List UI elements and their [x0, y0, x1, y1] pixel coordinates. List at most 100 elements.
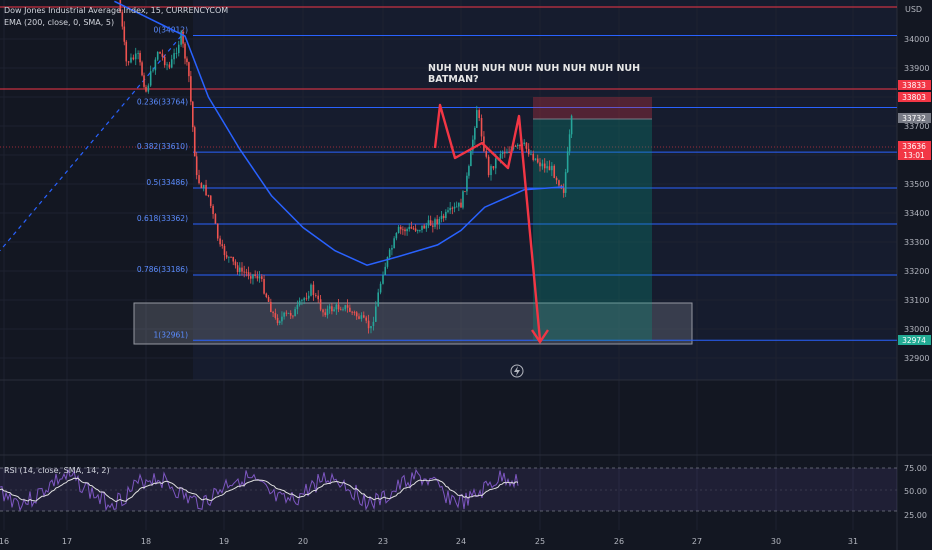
candle-body	[156, 51, 159, 60]
annotation-line1[interactable]: NUH NUH NUH NUH NUH NUH NUH NUH	[428, 63, 640, 74]
candle-body	[490, 166, 492, 176]
candle-body	[252, 274, 254, 279]
rsi-tick-50: 50.00	[904, 487, 927, 496]
candle-body	[219, 238, 221, 245]
candle-body	[476, 110, 478, 128]
candle-body	[234, 261, 237, 266]
candle-body	[312, 284, 315, 296]
price-badge-label: 13:01	[903, 151, 925, 160]
candle-body	[351, 311, 353, 313]
candle-body	[530, 153, 532, 155]
ema-indicator-label[interactable]: EMA (200, close, 0, SMA, 5)	[4, 18, 114, 27]
price-axis[interactable]: 3400033900338003370033600335003340033300…	[904, 35, 929, 363]
short-position-tool[interactable]	[533, 97, 652, 341]
session-highlight	[193, 0, 897, 380]
candle-body	[445, 211, 447, 219]
candle-body	[339, 309, 342, 311]
candle-body	[292, 315, 294, 317]
rsi-tick-25: 25.00	[904, 511, 927, 520]
rsi-ma-line	[0, 477, 519, 503]
candle-body	[386, 257, 389, 267]
candle-body	[480, 118, 483, 137]
candle-body	[541, 163, 544, 167]
annotation-line2[interactable]: BATMAN?	[428, 74, 479, 85]
candle-body	[353, 312, 356, 313]
candlestick-series	[119, 0, 573, 334]
time-axis[interactable]: 16 17 18 19 20 23 24 25 26 27 30 31	[0, 537, 858, 546]
candle-body	[464, 191, 466, 193]
candle-body	[265, 293, 268, 298]
candle-body	[310, 284, 312, 296]
candle-body	[379, 283, 382, 293]
candle-body	[192, 101, 194, 128]
candle-body	[568, 134, 571, 152]
currency-label: USD	[905, 5, 922, 14]
candle-body	[267, 297, 270, 302]
candle-body	[149, 71, 152, 86]
candle-body	[412, 228, 415, 230]
candle-body	[474, 127, 476, 140]
projection-arrow[interactable]	[433, 103, 549, 345]
fib-retracement[interactable]: 0(34012) 0.236(33764) 0.382(33610) 0.5(3348…	[137, 26, 897, 341]
stop-zone[interactable]	[533, 97, 652, 119]
candle-body	[245, 271, 248, 273]
lightning-icon[interactable]	[510, 364, 524, 378]
price-badge	[898, 80, 931, 90]
candle-body	[228, 256, 230, 258]
batman-path	[433, 103, 542, 341]
price-badge	[898, 92, 931, 102]
candle-body	[125, 41, 128, 62]
price-badge	[898, 150, 931, 160]
candle-body	[388, 249, 391, 258]
candle-body	[462, 191, 464, 208]
fib-level-label: 0.5(33486)	[146, 178, 188, 187]
candle-body	[303, 298, 305, 301]
arrow-head-icon	[531, 329, 549, 345]
candle-body	[287, 312, 290, 314]
candle-body	[570, 115, 573, 135]
candle-body	[434, 219, 436, 227]
candle-body	[468, 166, 470, 176]
candle-body	[241, 267, 243, 272]
candle-body	[261, 276, 263, 279]
target-zone[interactable]	[533, 119, 652, 341]
candle-body	[395, 232, 398, 239]
candle-body	[184, 43, 186, 59]
demand-zone[interactable]	[133, 302, 693, 345]
candle-body	[221, 244, 224, 246]
fib-level-label: 1(32961)	[154, 330, 189, 339]
price-tick: 33000	[904, 325, 929, 334]
candle-body	[161, 53, 164, 57]
candle-body	[543, 163, 546, 169]
candle-body	[562, 188, 565, 193]
price-badge	[898, 335, 931, 345]
descending-trendline[interactable]	[0, 35, 182, 252]
candle-body	[532, 153, 535, 160]
price-tick: 34000	[904, 35, 929, 44]
grid	[0, 0, 897, 530]
time-tick: 24	[456, 537, 466, 546]
candle-body	[425, 225, 428, 229]
candle-body	[453, 206, 456, 209]
candle-body	[247, 272, 250, 277]
fib-level-label: 0(34012)	[154, 26, 189, 35]
price-tick: 32900	[904, 354, 929, 363]
candle-body	[546, 166, 548, 169]
candle-body	[152, 70, 154, 72]
candle-body	[328, 306, 331, 309]
price-tick: 33200	[904, 267, 929, 276]
candle-body	[455, 206, 458, 208]
candle-body	[564, 172, 567, 193]
candle-body	[406, 229, 408, 232]
candle-body	[272, 312, 274, 314]
rsi-label[interactable]: RSI (14, close, SMA, 14, 2)	[4, 466, 110, 475]
price-tick: 33900	[904, 64, 929, 73]
candle-body	[506, 152, 508, 154]
candle-body	[487, 156, 490, 176]
candle-body	[427, 220, 430, 226]
time-tick: 18	[141, 537, 151, 546]
candle-body	[263, 278, 265, 294]
time-tick: 30	[771, 537, 781, 546]
